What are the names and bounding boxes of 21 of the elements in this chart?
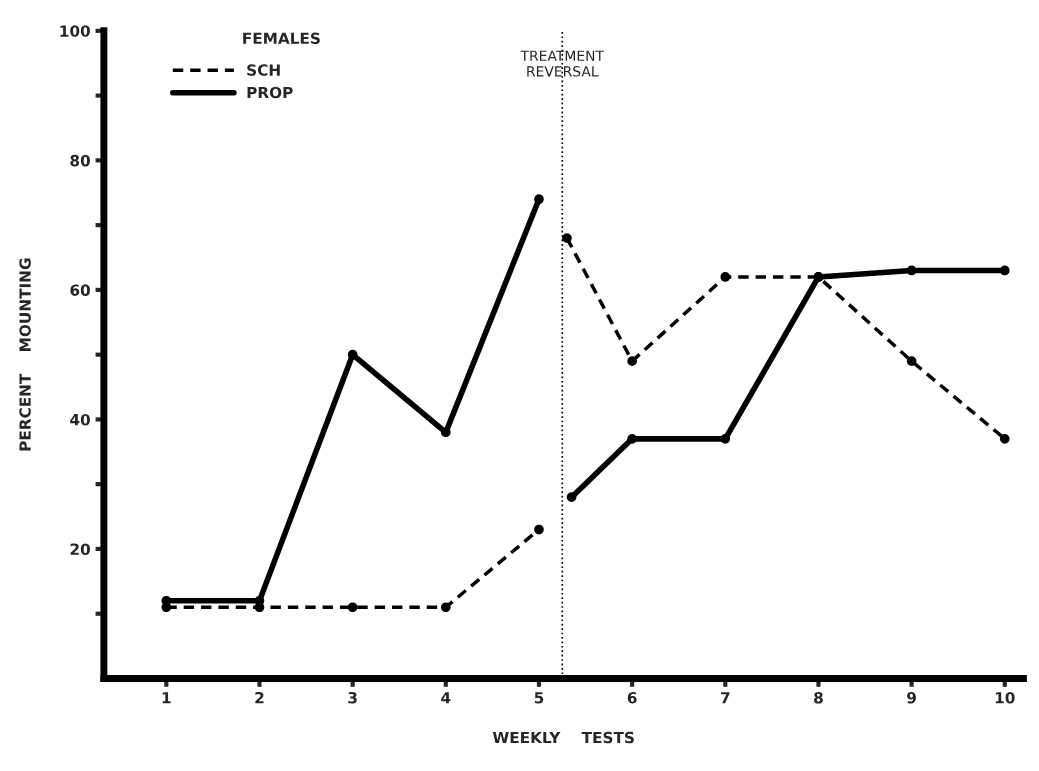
x-tick-label: 8 <box>814 691 823 704</box>
x-tick-label: 10 <box>995 691 1015 704</box>
chart-title: FEMALES <box>243 32 320 45</box>
x-axis-title: WEEKLY TESTS <box>492 731 634 744</box>
y-axis-title: PERCENT MOUNTING <box>19 258 31 451</box>
x-tick-label: 2 <box>255 691 264 704</box>
y-tick-label: 80 <box>70 154 90 167</box>
legend-label: SCH <box>247 64 280 76</box>
ref-line-label: TREATMENT REVERSAL <box>520 50 605 77</box>
x-tick-label: 9 <box>907 691 916 704</box>
x-tick-label: 1 <box>162 692 171 704</box>
x-tick-label: 5 <box>534 692 544 704</box>
x-tick-label: 3 <box>348 691 357 704</box>
y-tick-label: 60 <box>70 284 90 296</box>
y-tick-label: 20 <box>70 543 90 555</box>
y-tick-label: 100 <box>60 25 90 37</box>
x-tick-label: 6 <box>627 691 637 704</box>
y-tick-label: 40 <box>70 413 90 426</box>
legend-label: PROP <box>247 86 293 99</box>
x-tick-label: 4 <box>441 692 451 704</box>
x-tick-label: 7 <box>721 692 730 704</box>
